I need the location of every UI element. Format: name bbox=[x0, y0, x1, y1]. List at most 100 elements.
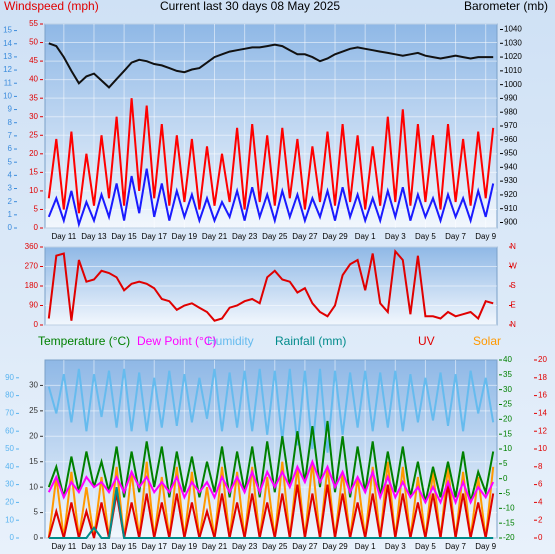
y-tick-label: 1030 bbox=[504, 38, 522, 47]
legend-label: UV bbox=[418, 334, 435, 348]
y-tick-label: 1 bbox=[8, 210, 13, 219]
x-tick-label: Day 11 bbox=[51, 542, 76, 551]
y-tick-label: -15 bbox=[503, 518, 515, 527]
y-tick-label: 25 bbox=[29, 130, 38, 139]
x-tick-label: Day 15 bbox=[111, 542, 137, 551]
y-tick-label: 15 bbox=[29, 167, 38, 176]
x-tick-label: Day 29 bbox=[322, 232, 348, 241]
y-tick-label: 360 bbox=[25, 242, 39, 251]
y-tick-label: 930 bbox=[504, 176, 518, 185]
y-tick-label: W bbox=[509, 262, 517, 271]
y-tick-label: 30 bbox=[29, 381, 38, 390]
x-tick-label: Day 19 bbox=[172, 232, 198, 241]
y-axis-title: Windspeed (mph) bbox=[4, 0, 99, 13]
y-tick-label: 940 bbox=[504, 162, 518, 171]
plot-area bbox=[44, 23, 498, 229]
x-tick-label: Day 1 bbox=[355, 232, 376, 241]
x-tick-label: Day 7 bbox=[445, 542, 466, 551]
y-tick-label: 5 bbox=[34, 205, 39, 214]
y-tick-label: 10 bbox=[3, 91, 12, 100]
y-tick-label: 12 bbox=[3, 65, 12, 74]
chart-title: Current last 30 days 08 May 2025 bbox=[160, 0, 340, 13]
y-tick-label: 0 bbox=[503, 474, 508, 483]
y2-axis-title: Barometer (mb) bbox=[464, 0, 548, 13]
y-tick-label: 15 bbox=[3, 26, 12, 35]
x-tick-label: Day 21 bbox=[202, 232, 228, 241]
y-tick-label: E bbox=[510, 301, 515, 310]
y-tick-label: 9 bbox=[8, 105, 13, 114]
y-tick-label: 6 bbox=[538, 480, 543, 489]
y-tick-label: 0 bbox=[34, 320, 39, 329]
y-tick-label: 7 bbox=[8, 131, 13, 140]
y-tick-label: 20 bbox=[5, 498, 14, 507]
y-tick-label: 990 bbox=[504, 94, 518, 103]
legend-label: Solar bbox=[473, 334, 501, 348]
y-tick-label: 2 bbox=[8, 197, 13, 206]
x-tick-label: Day 15 bbox=[111, 232, 137, 241]
y-tick-label: 35 bbox=[29, 93, 38, 102]
x-tick-label: Day 1 bbox=[355, 542, 376, 551]
y-tick-label: 960 bbox=[504, 135, 518, 144]
y-tick-label: 2 bbox=[538, 515, 543, 524]
y-tick-label: 90 bbox=[5, 373, 14, 382]
series-line bbox=[47, 168, 495, 229]
y-tick-label: 40 bbox=[5, 462, 14, 471]
y-tick-label: 0 bbox=[34, 223, 39, 232]
y-tick-label: 6 bbox=[8, 144, 13, 153]
y-tick-label: 20 bbox=[503, 414, 512, 423]
x-tick-label: Day 27 bbox=[292, 542, 318, 551]
series-line bbox=[47, 458, 495, 506]
series-line bbox=[47, 368, 495, 453]
y-tick-label: S bbox=[510, 281, 515, 290]
y-tick-label: N bbox=[510, 242, 516, 251]
x-tick-label: Day 9 bbox=[475, 542, 496, 551]
x-tick-label: Day 29 bbox=[322, 542, 348, 551]
legend-label: Temperature (°C) bbox=[38, 334, 130, 348]
x-tick-label: Day 25 bbox=[262, 542, 288, 551]
y-tick-label: 20 bbox=[29, 431, 38, 440]
y-tick-label: 180 bbox=[25, 281, 39, 290]
y-tick-label: 30 bbox=[5, 480, 14, 489]
x-tick-label: Day 17 bbox=[142, 232, 168, 241]
series-line bbox=[48, 486, 494, 539]
y-tick-label: 55 bbox=[29, 19, 38, 28]
y-tick-label: 10 bbox=[503, 444, 512, 453]
y-tick-label: 10 bbox=[5, 515, 14, 524]
y-tick-label: 8 bbox=[8, 118, 13, 127]
y-tick-label: 40 bbox=[503, 355, 512, 364]
x-tick-label: Day 9 bbox=[475, 232, 496, 241]
series-line bbox=[48, 42, 494, 89]
y-tick-label: 10 bbox=[29, 186, 38, 195]
y-tick-label: 15 bbox=[29, 457, 38, 466]
y-tick-label: 10 bbox=[538, 444, 547, 453]
y-tick-label: 20 bbox=[29, 149, 38, 158]
y-tick-label: 11 bbox=[4, 78, 13, 87]
y-tick-label: 0 bbox=[8, 223, 13, 232]
y-tick-label: 50 bbox=[29, 38, 38, 47]
y-tick-label: N bbox=[510, 320, 516, 329]
y-tick-label: 14 bbox=[3, 39, 12, 48]
y-tick-label: 0 bbox=[34, 533, 39, 542]
y-tick-label: 8 bbox=[538, 462, 543, 471]
y-tick-label: 0 bbox=[10, 533, 15, 542]
y-tick-label: 30 bbox=[503, 385, 512, 394]
y-tick-label: 950 bbox=[504, 149, 518, 158]
y-tick-label: 900 bbox=[504, 218, 518, 227]
x-tick-label: Day 5 bbox=[415, 232, 436, 241]
y-tick-label: 1010 bbox=[504, 66, 522, 75]
x-tick-label: Day 27 bbox=[292, 232, 318, 241]
x-tick-label: Day 7 bbox=[445, 232, 466, 241]
y-tick-label: 4 bbox=[538, 498, 543, 507]
y-tick-label: 1040 bbox=[504, 25, 522, 34]
y-tick-label: 20 bbox=[538, 355, 547, 364]
x-tick-label: Day 17 bbox=[142, 542, 168, 551]
x-tick-label: Day 25 bbox=[262, 232, 288, 241]
legend-label: Humidity bbox=[207, 334, 254, 348]
y-tick-label: 35 bbox=[503, 370, 512, 379]
x-tick-label: Day 3 bbox=[385, 542, 406, 551]
x-tick-label: Day 13 bbox=[81, 542, 107, 551]
x-tick-label: Day 21 bbox=[202, 542, 228, 551]
y-tick-label: 16 bbox=[538, 391, 547, 400]
y-tick-label: 0 bbox=[538, 533, 543, 542]
